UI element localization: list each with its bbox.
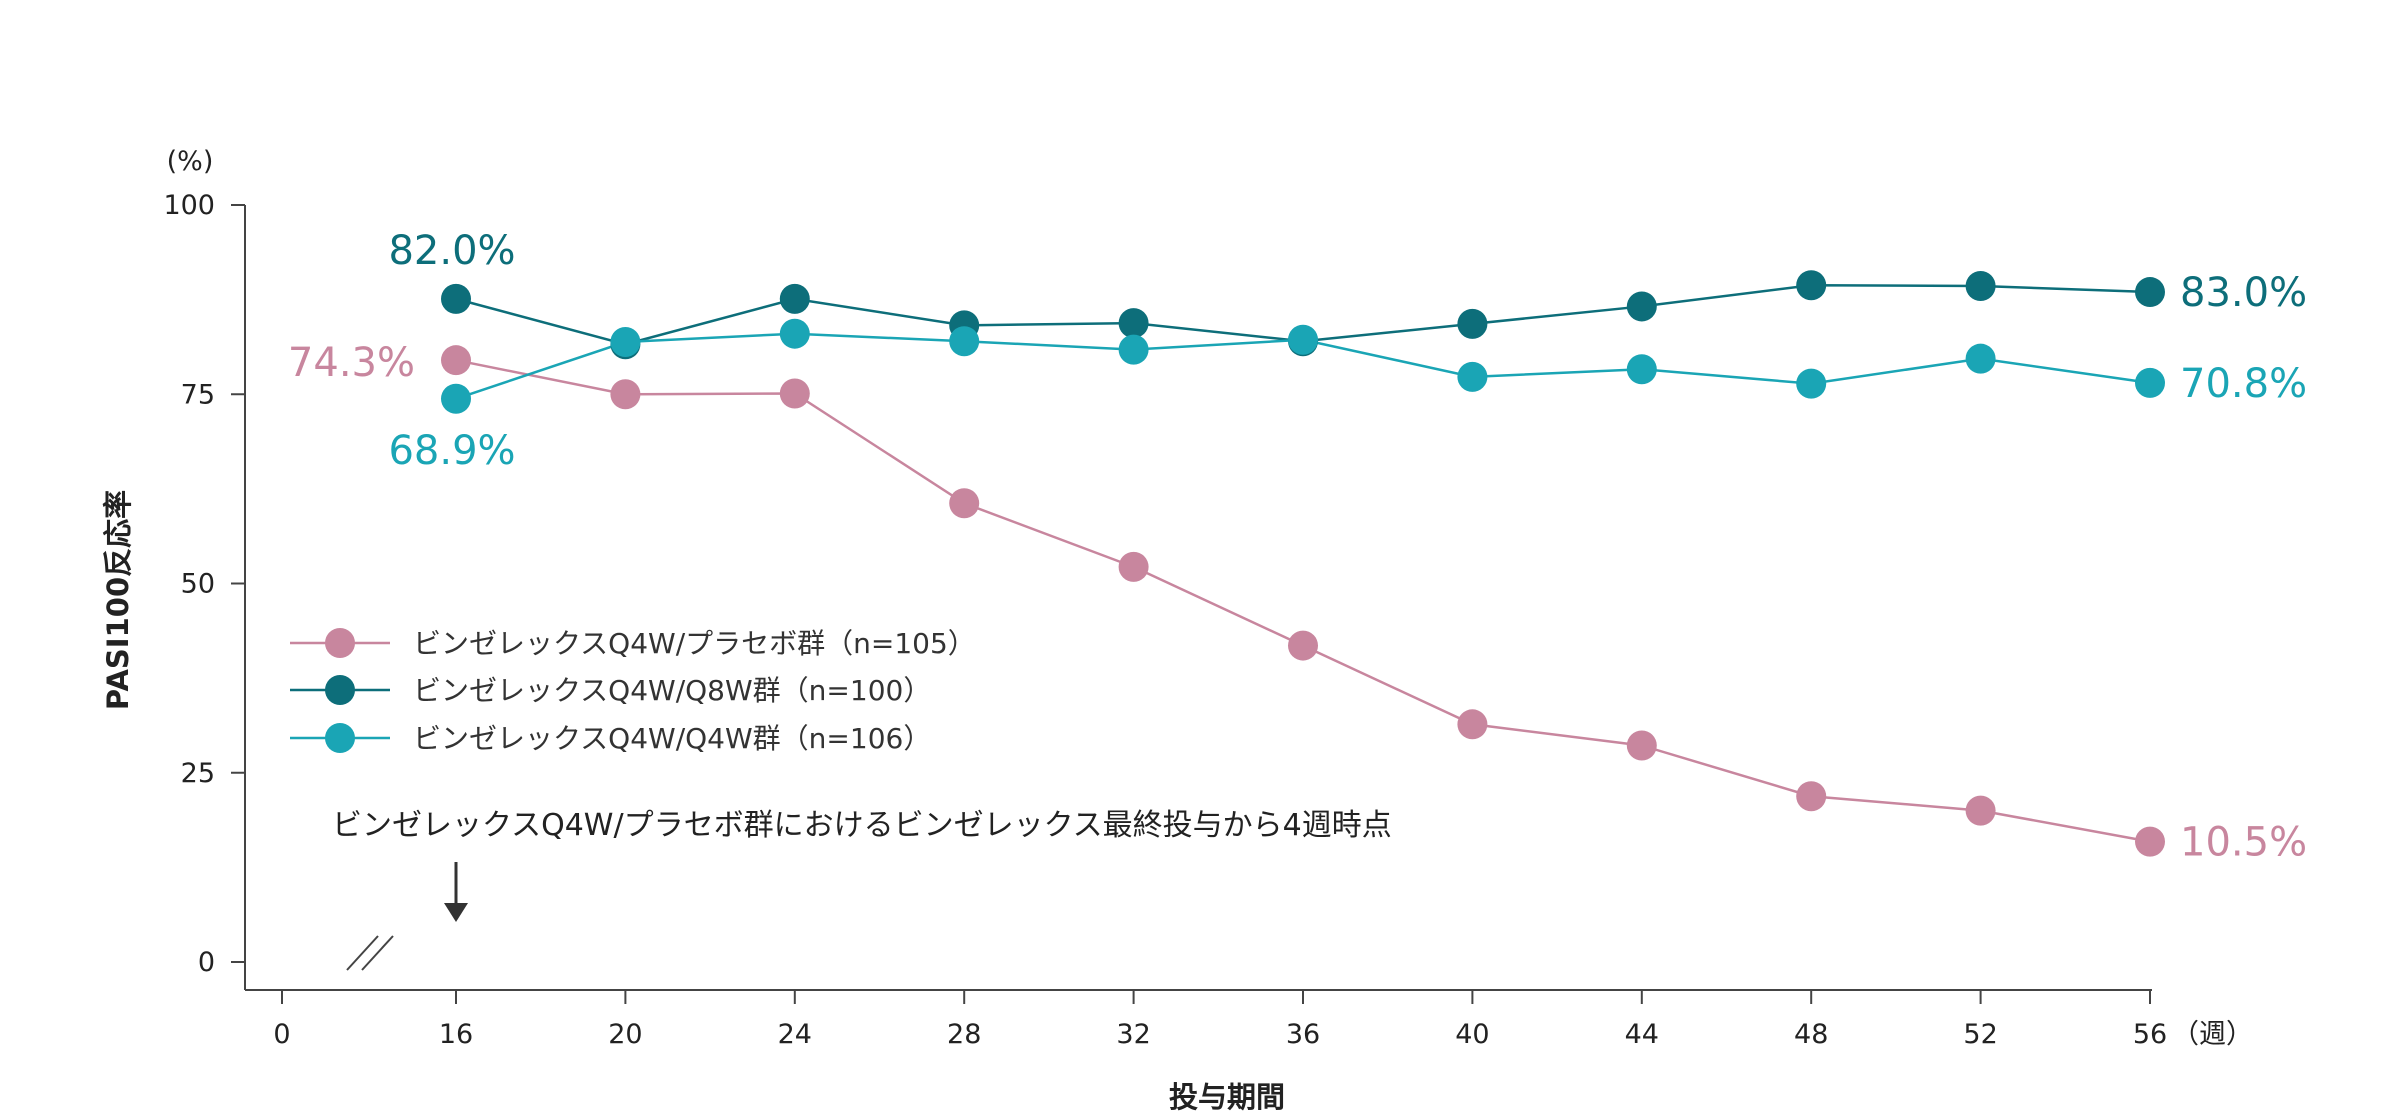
legend-layer: ビンゼレックスQ4W/プラセボ群（n=105） ビンゼレックスQ4W/Q8W群（n… xyxy=(290,627,976,755)
end-label-q8w: 83.0% xyxy=(2180,270,2307,316)
x-tick-label: 52 xyxy=(1963,1019,1997,1050)
data-point-s3 xyxy=(1965,343,1996,374)
axis-break-mark xyxy=(346,935,379,971)
annotation-text: ビンゼレックスQ4W/プラセボ群におけるビンゼレックス最終投与から4週時点 xyxy=(332,808,1392,843)
data-point-s1 xyxy=(779,378,810,409)
data-point-s1 xyxy=(1118,551,1149,582)
x-tick-label: 48 xyxy=(1794,1019,1828,1050)
data-point-s2 xyxy=(1626,291,1657,322)
data-point-s3 xyxy=(1626,354,1657,385)
end-label-placebo: 10.5% xyxy=(2180,820,2307,866)
data-point-s2 xyxy=(441,283,471,314)
data-point-s1 xyxy=(441,345,471,376)
x-tick-label: 40 xyxy=(1455,1019,1489,1050)
data-point-s3 xyxy=(1796,368,1827,399)
legend-marker-1 xyxy=(325,628,355,658)
data-point-s3 xyxy=(1288,324,1318,355)
y-tick-label: 75 xyxy=(181,379,215,410)
x-tick-label: 56 xyxy=(2133,1019,2167,1050)
x-tick-label: 20 xyxy=(608,1019,642,1050)
data-point-s2 xyxy=(1118,308,1149,339)
legend-marker-3 xyxy=(325,723,355,753)
x-tick-label: 28 xyxy=(947,1019,981,1050)
x-tick-label: 16 xyxy=(439,1019,473,1050)
data-point-s3 xyxy=(610,327,641,358)
axes-layer: 0 25 50 75 100 (%) PASI100反応率 0 16 20 24 28 32 36 40 44… xyxy=(101,146,2253,1114)
legend-label-3: ビンゼレックスQ4W/Q4W群（n=106） xyxy=(413,722,931,755)
value-labels-layer: 74.3% 82.0% 68.9% 83.0% 70.8% 10.5% xyxy=(288,228,2307,866)
legend-label-2: ビンゼレックスQ4W/Q8W群（n=100） xyxy=(413,674,931,707)
y-tick-label: 50 xyxy=(181,569,215,600)
annotation-arrow-head xyxy=(444,903,468,922)
series-line-1 xyxy=(455,358,2151,843)
legend-label-1: ビンゼレックスQ4W/プラセボ群（n=105） xyxy=(413,627,976,660)
start-label-q4w: 68.9% xyxy=(388,428,515,474)
data-point-s1 xyxy=(1965,795,1996,826)
data-point-s2 xyxy=(2135,277,2165,308)
y-tick-label: 100 xyxy=(163,190,215,221)
data-points-layer xyxy=(441,270,2165,857)
end-label-q4w: 70.8% xyxy=(2180,361,2307,407)
x-tick-label: 36 xyxy=(1286,1019,1320,1050)
data-point-s1 xyxy=(949,488,980,519)
annotation-layer: ビンゼレックスQ4W/プラセボ群におけるビンゼレックス最終投与から4週時点 xyxy=(332,808,1392,922)
series-lines-layer xyxy=(455,283,2151,843)
data-point-s3 xyxy=(1457,361,1488,392)
y-unit-label: (%) xyxy=(167,146,214,177)
data-point-s3 xyxy=(1118,334,1149,365)
axis-break-mark xyxy=(361,935,394,971)
data-point-s1 xyxy=(1626,730,1657,761)
start-label-placebo: 74.3% xyxy=(288,340,415,386)
x-tick-label: 32 xyxy=(1116,1019,1150,1050)
y-tick-label: 25 xyxy=(181,758,215,789)
data-point-s3 xyxy=(2135,367,2165,398)
start-label-q8w: 82.0% xyxy=(388,228,515,274)
data-point-s1 xyxy=(1796,781,1827,812)
data-point-s2 xyxy=(1457,308,1488,339)
data-point-s2 xyxy=(1796,270,1827,301)
data-point-s1 xyxy=(610,379,641,410)
data-point-s1 xyxy=(2135,826,2165,857)
data-point-s3 xyxy=(441,383,471,414)
data-point-s1 xyxy=(1288,630,1318,661)
x-axis-title: 投与期間 xyxy=(1169,1080,1285,1114)
data-point-s3 xyxy=(949,326,980,357)
data-point-s2 xyxy=(779,283,810,314)
x-tick-label: 0 xyxy=(273,1019,290,1050)
x-tick-label: 44 xyxy=(1625,1019,1659,1050)
data-point-s3 xyxy=(779,318,810,349)
data-point-s1 xyxy=(1457,709,1488,740)
data-point-s2 xyxy=(1965,270,1996,301)
x-unit-label: （週） xyxy=(2172,1019,2253,1050)
y-tick-label: 0 xyxy=(198,947,215,978)
y-axis-title: PASI100反応率 xyxy=(101,490,135,710)
x-tick-label: 24 xyxy=(778,1019,812,1050)
legend-marker-2 xyxy=(325,675,355,705)
